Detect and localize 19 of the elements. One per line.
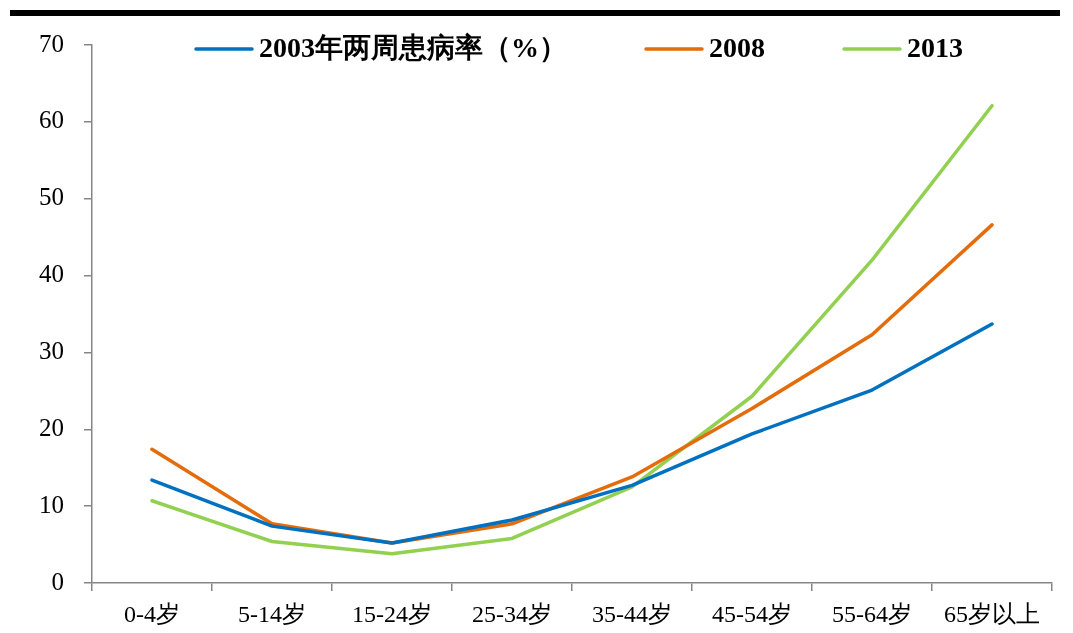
y-tick-label: 50 — [39, 183, 64, 211]
y-tick-label: 0 — [51, 567, 64, 595]
x-tick-label: 55-64岁 — [832, 600, 912, 627]
x-tick-label: 65岁以上 — [944, 600, 1040, 627]
x-tick-label: 5-14岁 — [238, 600, 306, 627]
y-tick-label: 30 — [39, 336, 64, 364]
y-tick-label: 40 — [39, 260, 64, 288]
x-tick-label: 15-24岁 — [352, 600, 432, 627]
x-tick-label: 45-54岁 — [712, 600, 792, 627]
x-tick-label: 35-44岁 — [592, 600, 672, 627]
x-tick-label: 0-4岁 — [124, 600, 180, 627]
y-tick-label: 70 — [39, 29, 64, 57]
legend-label: 2008 — [709, 32, 765, 64]
x-tick-label: 25-34岁 — [472, 600, 552, 627]
y-tick-label: 10 — [39, 490, 64, 518]
legend-label: 2003年两周患病率（%） — [259, 32, 567, 64]
legend-label: 2013 — [907, 32, 963, 64]
y-tick-label: 20 — [39, 413, 64, 441]
y-tick-label: 60 — [39, 106, 64, 134]
